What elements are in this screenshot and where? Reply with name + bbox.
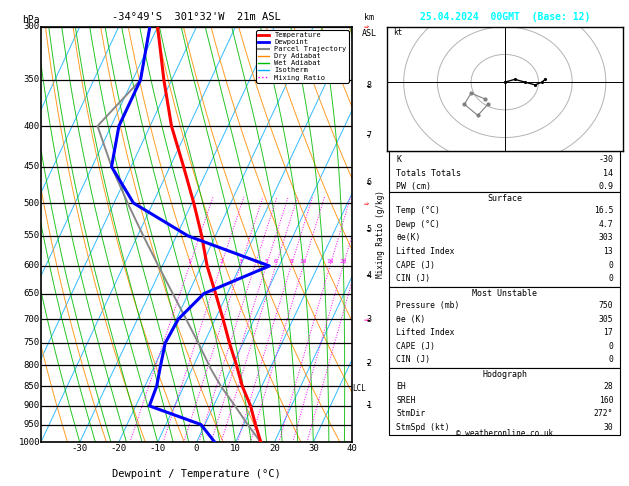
Text: 2: 2: [367, 359, 372, 367]
Text: 650: 650: [24, 289, 40, 298]
Bar: [389, 192, 620, 287]
Text: -34°49'S  301°32'W  21m ASL: -34°49'S 301°32'W 21m ASL: [112, 12, 281, 22]
Text: 6: 6: [274, 259, 277, 264]
Text: 14: 14: [603, 169, 613, 177]
Text: ASL: ASL: [362, 29, 377, 38]
Text: © weatheronline.co.uk: © weatheronline.co.uk: [456, 429, 554, 438]
Text: Dewpoint / Temperature (°C): Dewpoint / Temperature (°C): [112, 469, 281, 479]
Text: CAPE (J): CAPE (J): [396, 342, 435, 351]
Text: 0: 0: [194, 444, 199, 453]
Text: 0: 0: [608, 342, 613, 351]
Text: 25.04.2024  00GMT  (Base: 12): 25.04.2024 00GMT (Base: 12): [420, 12, 590, 22]
Text: 750: 750: [24, 338, 40, 347]
Text: 30: 30: [603, 423, 613, 432]
Text: -30: -30: [72, 444, 88, 453]
Text: 1: 1: [187, 259, 191, 264]
Text: Pressure (mb): Pressure (mb): [396, 301, 460, 310]
Text: 3: 3: [367, 315, 372, 324]
Text: 7: 7: [367, 131, 372, 139]
Text: 16.5: 16.5: [594, 207, 613, 215]
Text: LCL: LCL: [352, 383, 367, 393]
Text: 900: 900: [24, 401, 40, 410]
Text: SREH: SREH: [396, 396, 416, 405]
Text: Surface: Surface: [487, 194, 522, 203]
Text: 17: 17: [603, 328, 613, 337]
Text: ⇒: ⇒: [364, 199, 369, 208]
Text: CIN (J): CIN (J): [396, 355, 430, 364]
Text: 303: 303: [599, 233, 613, 243]
Text: 3: 3: [238, 259, 242, 264]
Text: 1000: 1000: [18, 438, 40, 447]
Text: StmDir: StmDir: [396, 409, 426, 418]
Text: 20: 20: [340, 259, 347, 264]
Text: 20: 20: [269, 444, 280, 453]
Text: 500: 500: [24, 199, 40, 208]
Text: 4: 4: [253, 259, 257, 264]
Text: ⇒: ⇒: [364, 22, 369, 31]
Text: 272°: 272°: [594, 409, 613, 418]
Text: θe(K): θe(K): [396, 233, 421, 243]
Bar: [389, 368, 620, 435]
Text: ⇒: ⇒: [364, 314, 369, 324]
Text: -20: -20: [111, 444, 127, 453]
Text: hPa: hPa: [22, 15, 40, 25]
Text: 950: 950: [24, 420, 40, 429]
Text: CAPE (J): CAPE (J): [396, 260, 435, 270]
Text: Most Unstable: Most Unstable: [472, 289, 537, 298]
Text: 5: 5: [264, 259, 268, 264]
Text: 5: 5: [367, 225, 372, 234]
Text: 0: 0: [608, 274, 613, 283]
Legend: Temperature, Dewpoint, Parcel Trajectory, Dry Adiabat, Wet Adiabat, Isotherm, Mi: Temperature, Dewpoint, Parcel Trajectory…: [257, 30, 348, 83]
Text: CIN (J): CIN (J): [396, 274, 430, 283]
Text: θe (K): θe (K): [396, 314, 426, 324]
Text: 2: 2: [219, 259, 223, 264]
Text: StmSpd (kt): StmSpd (kt): [396, 423, 450, 432]
Text: 450: 450: [24, 162, 40, 171]
Text: 8: 8: [289, 259, 293, 264]
Text: 16: 16: [326, 259, 334, 264]
Text: 13: 13: [603, 247, 613, 256]
Text: 40: 40: [347, 444, 358, 453]
Text: EH: EH: [396, 382, 406, 391]
Bar: [389, 287, 620, 368]
Text: 6: 6: [367, 178, 372, 188]
Text: 700: 700: [24, 314, 40, 324]
Text: km: km: [364, 13, 374, 22]
Bar: [389, 152, 620, 192]
Text: 0: 0: [608, 260, 613, 270]
Text: 28: 28: [603, 382, 613, 391]
Text: 600: 600: [24, 261, 40, 270]
Text: -30: -30: [598, 155, 613, 164]
Text: 8: 8: [367, 81, 372, 90]
Text: -10: -10: [150, 444, 165, 453]
Text: Hodograph: Hodograph: [482, 370, 527, 379]
Text: 350: 350: [24, 75, 40, 85]
Text: 10: 10: [230, 444, 241, 453]
Text: Lifted Index: Lifted Index: [396, 247, 455, 256]
Text: Totals Totals: Totals Totals: [396, 169, 461, 177]
Text: 4.7: 4.7: [599, 220, 613, 229]
Text: Mixing Ratio (g/kg): Mixing Ratio (g/kg): [376, 191, 385, 278]
Text: 1: 1: [367, 401, 372, 410]
Text: 800: 800: [24, 361, 40, 370]
Text: 10: 10: [299, 259, 307, 264]
Text: 0.9: 0.9: [598, 182, 613, 191]
Text: 160: 160: [599, 396, 613, 405]
Text: 305: 305: [599, 314, 613, 324]
Text: K: K: [396, 155, 401, 164]
Text: 400: 400: [24, 122, 40, 131]
Text: kt: kt: [394, 28, 403, 37]
Text: 550: 550: [24, 231, 40, 241]
Text: 300: 300: [24, 22, 40, 31]
Text: 30: 30: [308, 444, 319, 453]
Text: 850: 850: [24, 382, 40, 391]
Text: 0: 0: [608, 355, 613, 364]
Text: Lifted Index: Lifted Index: [396, 328, 455, 337]
Text: Dewp (°C): Dewp (°C): [396, 220, 440, 229]
Text: 750: 750: [599, 301, 613, 310]
Text: 4: 4: [367, 271, 372, 280]
Text: PW (cm): PW (cm): [396, 182, 431, 191]
Text: Temp (°C): Temp (°C): [396, 207, 440, 215]
